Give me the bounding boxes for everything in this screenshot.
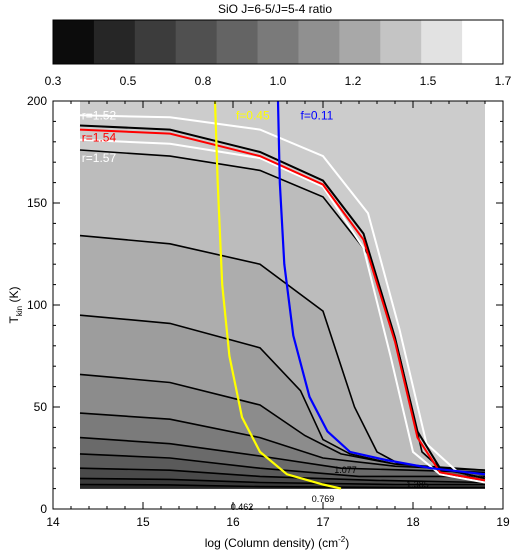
colorbar-swatch xyxy=(175,20,218,64)
colorbar-swatch xyxy=(257,20,299,64)
x-axis-label: log (Column density) (cm-2) xyxy=(205,535,350,550)
y-tick-label: 0 xyxy=(40,502,47,516)
colorbar-tick-label: 1.7 xyxy=(495,74,512,88)
white-contour-line xyxy=(79,138,486,484)
y-axis-label: Tkin (K) xyxy=(7,287,24,324)
x-tick-label: 18 xyxy=(406,515,420,529)
colorbar: 0.3 0.5 0.8 1.0 1.2 1.5 1.7 xyxy=(45,19,512,88)
colorbar-swatch xyxy=(339,20,381,64)
contour-value-label: 0.769 xyxy=(312,494,335,504)
axes: 14 15 16 17 18 19 0 50 100 150 200 xyxy=(27,94,510,529)
colorbar-swatch xyxy=(93,20,136,64)
blue-line-label: f=0.11 xyxy=(301,108,334,122)
contour-value-label: 1.077 xyxy=(334,465,357,475)
colorbar-tick-label: 1.2 xyxy=(345,74,362,88)
contour-value-label: 0.462 xyxy=(231,502,254,512)
colorbar-swatch xyxy=(462,20,504,64)
yellow-line-label: f=0.45 xyxy=(236,108,270,122)
y-tick-label: 150 xyxy=(27,196,47,210)
contour-line xyxy=(79,412,486,471)
colorbar-tick-label: 1.0 xyxy=(270,74,287,88)
colorbar-tick-label: 0.8 xyxy=(195,74,212,88)
colorbar-swatch xyxy=(380,20,422,64)
blue-line xyxy=(276,100,486,476)
black-contour-line xyxy=(79,124,486,480)
red-contour-line xyxy=(79,128,486,482)
yellow-line xyxy=(213,100,342,490)
colorbar-swatch xyxy=(421,20,463,64)
x-tick-label: 14 xyxy=(46,515,60,529)
x-tick-label: 15 xyxy=(136,515,150,529)
y-tick-label: 200 xyxy=(27,94,47,108)
x-tick-label: 16 xyxy=(226,515,240,529)
colorbar-frame xyxy=(52,19,504,65)
contour-line xyxy=(79,477,485,486)
colorbar-swatch xyxy=(298,20,340,64)
contour-line xyxy=(79,453,485,478)
contour-plot: r=1.52 r=1.57 r=1.54 1.077 1.385 0.769 0.462 f=… xyxy=(52,100,504,512)
colorbar-tick-label: 0.5 xyxy=(120,74,137,88)
white-contour-label: r=1.57 xyxy=(82,151,117,165)
colorbar-swatch xyxy=(53,20,95,64)
x-tick-label: 17 xyxy=(316,515,330,529)
colorbar-tick-label: 0.3 xyxy=(45,74,62,88)
contour-value-label: 1.385 xyxy=(406,480,429,490)
contour-line xyxy=(79,373,486,471)
white-contour-line xyxy=(79,114,486,480)
colorbar-swatch xyxy=(216,20,259,64)
white-contour-label: r=1.52 xyxy=(82,108,117,122)
contour-line xyxy=(79,483,485,489)
y-tick-label: 100 xyxy=(27,298,47,312)
colorbar-title: SiO J=6-5/J=5-4 ratio xyxy=(218,2,332,16)
red-contour-label: r=1.54 xyxy=(82,131,117,145)
colorbar-swatch xyxy=(134,20,177,64)
colorbar-tick-label: 1.5 xyxy=(420,74,437,88)
x-tick-label: 19 xyxy=(496,515,510,529)
y-tick-label: 50 xyxy=(34,400,48,414)
contour-line xyxy=(79,467,486,484)
contour-line xyxy=(79,436,486,474)
